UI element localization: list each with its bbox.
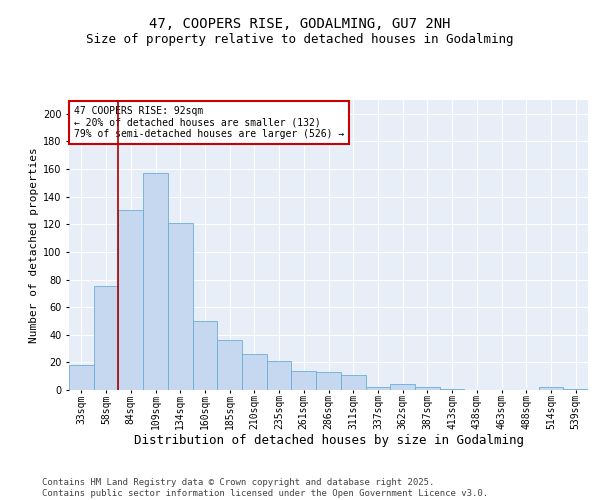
Bar [415, 387, 440, 390]
Bar [267, 361, 292, 390]
Bar [292, 370, 316, 390]
Bar [193, 321, 217, 390]
Bar [539, 387, 563, 390]
Bar [440, 388, 464, 390]
Bar [69, 365, 94, 390]
Text: Size of property relative to detached houses in Godalming: Size of property relative to detached ho… [86, 32, 514, 46]
Text: 47, COOPERS RISE, GODALMING, GU7 2NH: 47, COOPERS RISE, GODALMING, GU7 2NH [149, 18, 451, 32]
Bar [316, 372, 341, 390]
Text: Contains HM Land Registry data © Crown copyright and database right 2025.
Contai: Contains HM Land Registry data © Crown c… [42, 478, 488, 498]
Bar [118, 210, 143, 390]
Text: 47 COOPERS RISE: 92sqm
← 20% of detached houses are smaller (132)
79% of semi-de: 47 COOPERS RISE: 92sqm ← 20% of detached… [74, 106, 344, 139]
Bar [94, 286, 118, 390]
Bar [365, 387, 390, 390]
Bar [563, 388, 588, 390]
Bar [341, 375, 365, 390]
Bar [143, 173, 168, 390]
Y-axis label: Number of detached properties: Number of detached properties [29, 147, 38, 343]
Bar [390, 384, 415, 390]
Bar [217, 340, 242, 390]
Bar [242, 354, 267, 390]
Bar [168, 223, 193, 390]
X-axis label: Distribution of detached houses by size in Godalming: Distribution of detached houses by size … [133, 434, 523, 446]
